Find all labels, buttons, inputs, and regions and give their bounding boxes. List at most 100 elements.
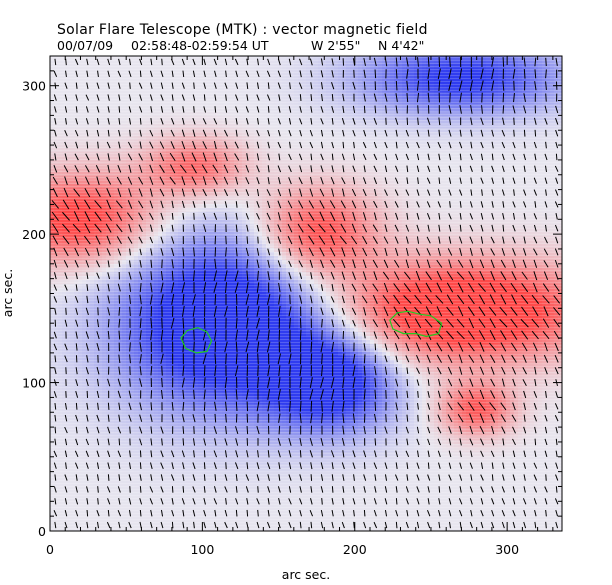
heatmap-cell — [66, 192, 71, 197]
heatmap-cell — [130, 420, 135, 425]
heatmap-cell — [90, 128, 95, 133]
heatmap-cell — [118, 276, 123, 281]
heatmap-cell — [150, 368, 155, 373]
heatmap-cell — [106, 480, 111, 485]
heatmap-cell — [82, 352, 87, 357]
heatmap-cell — [86, 88, 91, 93]
heatmap-cell — [126, 500, 131, 505]
heatmap-cell — [74, 400, 79, 405]
heatmap-cell — [74, 472, 79, 477]
heatmap-cell — [70, 272, 75, 277]
heatmap-cell — [62, 132, 67, 137]
heatmap-cell — [110, 112, 115, 117]
heatmap-cell — [134, 416, 139, 421]
heatmap-cell — [134, 272, 139, 277]
heatmap-cell — [70, 388, 75, 393]
heatmap-cell — [62, 428, 67, 433]
heatmap-cell — [54, 184, 59, 189]
heatmap-cell — [126, 480, 131, 485]
heatmap-cell — [90, 224, 95, 229]
heatmap-cell — [122, 352, 127, 357]
heatmap-cell — [146, 284, 151, 289]
heatmap-cell — [54, 328, 59, 333]
heatmap-cell — [150, 80, 155, 85]
heatmap-cell — [154, 448, 159, 453]
heatmap-cell — [118, 388, 123, 393]
heatmap-cell — [58, 508, 63, 513]
heatmap-cell — [90, 368, 95, 373]
heatmap-cell — [54, 408, 59, 413]
heatmap-cell — [110, 484, 115, 489]
heatmap-cell — [90, 404, 95, 409]
heatmap-cell — [210, 80, 215, 85]
heatmap-cell — [78, 388, 83, 393]
heatmap-cell — [174, 380, 179, 385]
heatmap-cell — [98, 480, 103, 485]
heatmap-cell — [54, 372, 59, 377]
heatmap-cell — [82, 504, 87, 509]
heatmap-cell — [62, 320, 67, 325]
heatmap-cell — [150, 128, 155, 133]
heatmap-cell — [178, 68, 183, 73]
heatmap-cell — [102, 428, 107, 433]
heatmap-cell — [86, 404, 91, 409]
heatmap-cell — [106, 304, 111, 309]
heatmap-cell — [70, 380, 75, 385]
heatmap-cell — [102, 364, 107, 369]
heatmap-cell — [130, 300, 135, 305]
heatmap-cell — [134, 160, 139, 165]
heatmap-cell — [86, 152, 91, 157]
heatmap-cell — [78, 400, 83, 405]
heatmap-cell — [130, 392, 135, 397]
heatmap-cell — [146, 220, 151, 225]
heatmap-cell — [150, 196, 155, 201]
heatmap-cell — [134, 428, 139, 433]
heatmap-cell — [122, 516, 127, 521]
heatmap-cell — [54, 64, 59, 69]
heatmap-cell — [142, 256, 147, 261]
heatmap-cell — [198, 56, 203, 61]
heatmap-cell — [74, 108, 79, 113]
heatmap-cell — [122, 264, 127, 269]
heatmap-cell — [70, 408, 75, 413]
heatmap-cell — [50, 68, 55, 73]
heatmap-cell — [66, 448, 71, 453]
heatmap-cell — [150, 504, 155, 509]
heatmap-cell — [154, 340, 159, 345]
heatmap-cell — [158, 244, 163, 249]
heatmap-cell — [154, 296, 159, 301]
heatmap-cell — [106, 484, 111, 489]
heatmap-cell — [178, 272, 183, 277]
heatmap-cell — [78, 320, 83, 325]
heatmap-cell — [142, 236, 147, 241]
heatmap-cell — [142, 452, 147, 457]
heatmap-cell — [114, 444, 119, 449]
heatmap-cell — [54, 272, 59, 277]
heatmap-cell — [78, 168, 83, 173]
heatmap-cell — [74, 92, 79, 97]
heatmap-cell — [130, 228, 135, 233]
heatmap-cell — [118, 408, 123, 413]
heatmap-cell — [58, 100, 63, 105]
heatmap-cell — [130, 328, 135, 333]
heatmap-cell — [54, 292, 59, 297]
heatmap-cell — [102, 224, 107, 229]
heatmap-cell — [114, 404, 119, 409]
heatmap-cell — [110, 124, 115, 129]
heatmap-cell — [130, 200, 135, 205]
heatmap-cell — [110, 104, 115, 109]
heatmap-cell — [62, 116, 67, 121]
heatmap-cell — [114, 92, 119, 97]
heatmap-cell — [78, 152, 83, 157]
heatmap-cell — [126, 428, 131, 433]
heatmap-cell — [146, 236, 151, 241]
heatmap-cell — [134, 336, 139, 341]
heatmap-cell — [138, 308, 143, 313]
heatmap-cell — [54, 456, 59, 461]
heatmap-cell — [78, 116, 83, 121]
heatmap-cell — [126, 360, 131, 365]
heatmap-cell — [150, 176, 155, 181]
heatmap-cell — [82, 280, 87, 285]
heatmap-cell — [90, 320, 95, 325]
heatmap-cell — [166, 200, 171, 205]
